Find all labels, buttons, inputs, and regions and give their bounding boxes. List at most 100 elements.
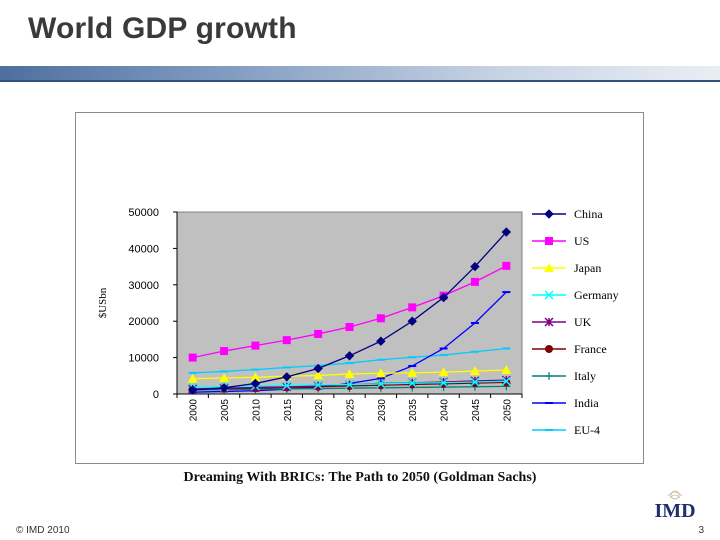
x-tick-label: 2050 [502, 399, 513, 422]
legend-marker-us [545, 237, 553, 245]
x-tick-label: 2040 [440, 399, 451, 422]
y-tick-label: 30000 [128, 280, 159, 292]
data-point-china [376, 336, 386, 346]
y-tick-label: 0 [153, 389, 159, 401]
data-point-china [282, 372, 292, 382]
legend-item-italy: Italy [532, 369, 596, 383]
y-tick-label: 40000 [128, 243, 159, 255]
data-point-china [219, 383, 229, 393]
data-point-germany [376, 379, 386, 389]
data-point-us [188, 353, 197, 362]
logo-emblem-icon [667, 490, 683, 500]
data-point-germany [313, 380, 323, 390]
legend-label-uk: UK [574, 315, 592, 329]
page-title: World GDP growth [28, 12, 297, 45]
y-tick-label: 20000 [128, 316, 159, 328]
data-point-us [408, 303, 417, 312]
data-point-us [314, 329, 323, 338]
x-tick-label: 2000 [189, 399, 200, 422]
title-rule [0, 80, 720, 82]
title-band [0, 66, 720, 80]
legend-item-japan: Japan [532, 261, 601, 275]
x-tick-label: 2035 [408, 399, 419, 422]
series-china [187, 227, 512, 395]
legend-item-uk: UK [532, 315, 592, 329]
data-point-china [344, 351, 355, 361]
x-tick-label: 2010 [251, 399, 262, 422]
legend-label-us: US [574, 234, 589, 248]
data-point-japan [344, 368, 355, 378]
legend-marker-japan [544, 263, 554, 272]
x-tick-label: 2030 [377, 399, 388, 422]
series-japan [187, 364, 512, 383]
data-point-us [376, 314, 385, 323]
data-point-japan [469, 366, 480, 376]
legend-item-germany: Germany [532, 288, 619, 302]
data-point-china [407, 316, 417, 326]
legend-label-japan: Japan [574, 261, 601, 275]
plot-area [176, 211, 523, 395]
legend-label-eu-4: EU-4 [574, 423, 600, 437]
x-tick-label: 2015 [283, 399, 294, 422]
legend-label-china: China [574, 207, 603, 221]
x-tick-label: 2020 [314, 399, 325, 422]
data-point-us [251, 341, 260, 350]
data-point-china [470, 261, 480, 272]
legend-label-france: France [574, 342, 607, 356]
legend-label-germany: Germany [574, 288, 619, 302]
legend-marker-uk [544, 317, 554, 327]
legend-item-france: France [532, 342, 607, 356]
legend-item-india: India [532, 396, 599, 410]
data-point-china [438, 292, 449, 303]
imd-logo: IMD [654, 490, 696, 522]
legend-marker-france [545, 345, 553, 353]
legend-marker-germany [544, 290, 554, 300]
copyright: © IMD 2010 [16, 525, 70, 536]
legend-item-china: China [532, 207, 603, 221]
data-point-japan [219, 372, 230, 382]
data-point-japan [250, 372, 261, 382]
data-point-china [187, 385, 198, 395]
data-point-germany [470, 377, 480, 387]
data-point-germany [501, 376, 511, 386]
data-point-japan [187, 373, 198, 383]
source-caption: Dreaming With BRICs: The Path to 2050 (G… [183, 470, 537, 485]
data-point-us [470, 277, 479, 286]
legend-marker-china [544, 209, 554, 219]
x-tick-label: 2025 [346, 399, 357, 422]
data-point-japan [501, 364, 512, 374]
legend-label-italy: Italy [574, 369, 596, 383]
data-point-china [250, 378, 261, 389]
series-eu-4 [188, 347, 511, 374]
data-point-uk [282, 382, 292, 392]
y-tick-label: 50000 [128, 207, 159, 219]
data-point-japan [375, 368, 386, 378]
data-point-germany [407, 378, 417, 388]
y-tick-label: 10000 [128, 353, 159, 365]
data-point-us [502, 261, 511, 270]
data-point-china [501, 227, 512, 237]
data-point-japan [407, 367, 418, 377]
data-point-japan [438, 367, 449, 377]
x-tick-label: 2005 [220, 399, 231, 422]
data-point-germany [282, 381, 292, 391]
legend-item-us: US [532, 234, 589, 248]
data-point-germany [439, 378, 449, 388]
page-number: 3 [698, 525, 704, 536]
legend-label-india: India [574, 396, 599, 410]
series-germany [188, 376, 511, 392]
data-point-germany [344, 380, 355, 390]
legend-item-eu-4: EU-4 [532, 423, 600, 437]
y-axis-title: $USbn [97, 287, 109, 318]
data-point-uk [470, 376, 480, 386]
data-point-uk [501, 375, 511, 385]
data-point-china [313, 363, 323, 374]
data-point-us [345, 323, 354, 332]
legend-marker-italy [545, 372, 553, 380]
data-point-japan [313, 370, 324, 380]
data-point-us [282, 336, 291, 345]
x-tick-label: 2045 [471, 399, 482, 422]
data-point-us [220, 347, 229, 356]
logo-text: IMD [654, 500, 695, 522]
